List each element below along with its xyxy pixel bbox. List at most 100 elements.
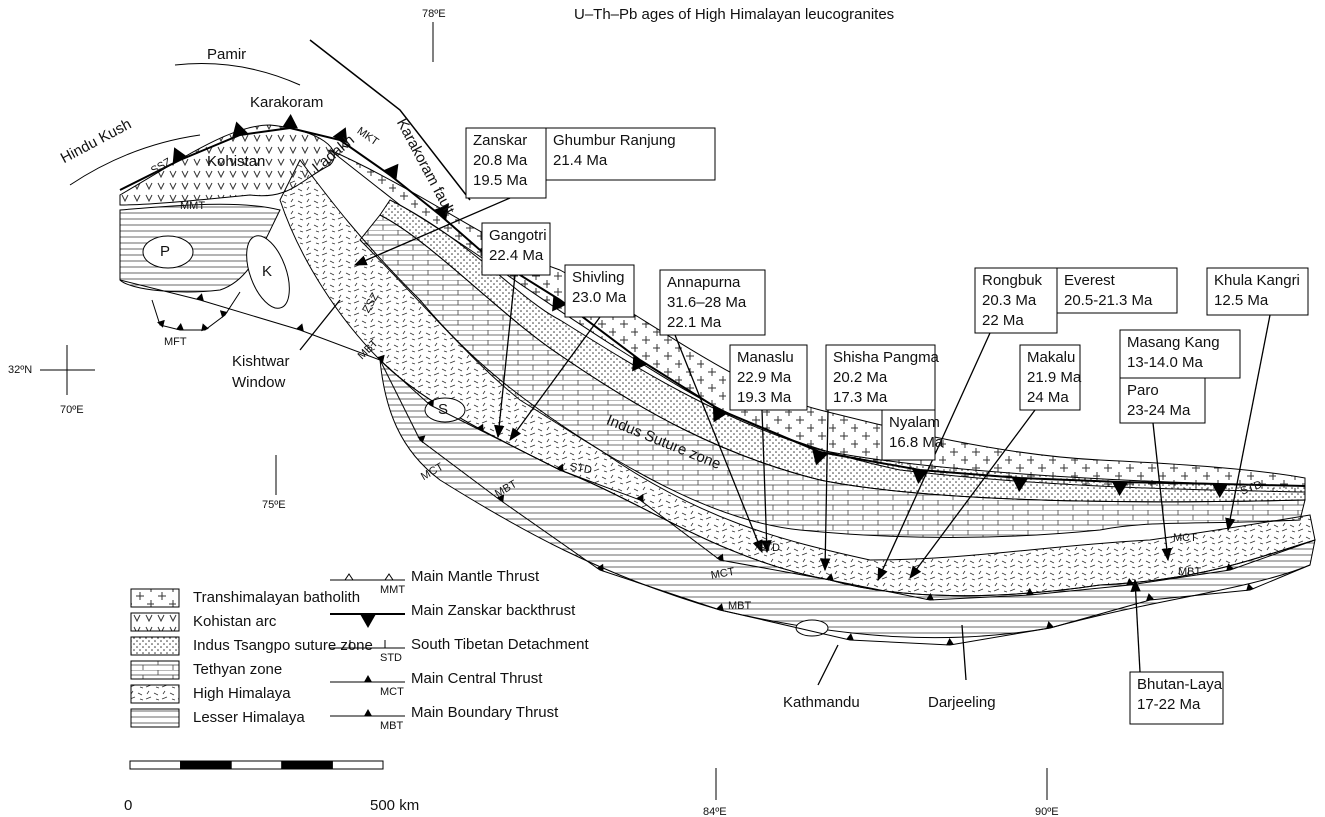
map-label: Kishtwar [232,353,290,370]
age-box-text: 17-22 Ma [1137,696,1201,713]
age-box-text: Masang Kang [1127,334,1220,351]
arrow [909,409,1036,580]
age-box-text: Gangotri [489,227,547,244]
age-box [881,409,936,461]
map-label: Karakoram [250,94,323,111]
age-box-text: 22.9 Ma [737,369,792,386]
legend-abbr: STD [380,652,402,664]
age-box-text: 24 Ma [1027,389,1069,406]
age-box-text: 13-14.0 Ma [1127,354,1204,371]
map-label: MMT [180,200,205,212]
map-label: STD [758,542,780,554]
map-label: K [262,263,272,280]
age-box-text: Bhutan-Laya [1137,676,1223,693]
age-box-text: Shivling [572,269,625,286]
scale-label: 500 km [370,797,419,814]
map-label: P [160,243,170,260]
arrow [1225,314,1271,532]
age-box-text: 19.5 Ma [473,172,528,189]
legend-symbol [349,640,386,648]
map-label: MCT [1173,532,1197,544]
map-label: Hindu Kush [58,116,134,167]
age-box-text: 19.3 Ma [737,389,792,406]
mbt [119,279,1311,646]
legend: Transhimalayan batholith Kohistan arc Indu… [130,568,589,732]
age-box-text: Makalu [1027,349,1075,366]
age-box-text: 12.5 Ma [1214,292,1269,309]
map-label: MCT [710,566,736,582]
pamir-arc [174,63,301,86]
legend-swatch [130,684,180,704]
age-box [481,222,551,276]
arrow [494,274,516,439]
age-box-text: Khula Kangri [1214,272,1300,289]
map-label: Pamir [207,46,246,63]
map-label: Kohistan [207,153,265,170]
coordinate-label: 84ºE [703,806,727,817]
age-box-text: 20.5-21.3 Ma [1064,292,1153,309]
age-box [974,267,1058,334]
coordinate-label: 70ºE [60,404,84,416]
age-box [1129,671,1224,725]
age-box [564,264,635,318]
legend-label: Main Mantle Thrust [411,568,540,585]
legend-swatch [130,708,180,728]
age-box-text: 17.3 Ma [833,389,888,406]
map-label: Kathmandu [783,694,860,711]
legend-label: Transhimalayan batholith [193,589,360,606]
age-box [465,127,547,199]
map-label: Darjeeling [928,694,996,711]
legend-label: Kohistan arc [193,613,277,630]
age-box-text: 22 Ma [982,312,1024,329]
arrow [820,409,831,572]
karakoram-fault [309,39,471,201]
legend-label: Indus Tsangpo suture zone [193,637,373,654]
title: U–Th–Pb ages of High Himalayan leucogran… [574,6,894,23]
legend-label: Main Zanskar backthrust [411,602,576,619]
age-box-text: Manaslu [737,349,794,366]
arrow [761,409,772,554]
legend-abbr: MCT [380,686,404,698]
age-box-text: 20.3 Ma [982,292,1037,309]
age-box [729,344,808,411]
age-box-text: 16.8 Ma [889,434,944,451]
legend-label: South Tibetan Detachment [411,636,589,653]
scale-segment [281,760,333,770]
legend-abbr: MBT [380,720,404,732]
age-box-text: 31.6–28 Ma [667,294,747,311]
map-label: MKT [355,125,381,148]
age-box [659,269,766,336]
pointer [299,299,967,686]
map-label: Window [232,374,286,391]
legend-abbr: MMT [380,584,405,596]
hindu-kush-arc [69,134,201,186]
legend-label: Lesser Himalaya [193,709,305,726]
scale-segment [331,760,384,770]
age-box [545,127,716,181]
age-box-text: Nyalam [889,414,940,431]
age-box-text: Paro [1127,382,1159,399]
legend-label: Main Boundary Thrust [411,704,559,721]
age-box [825,344,936,411]
legend-label: Tethyan zone [193,661,282,678]
age-box-text: 20.2 Ma [833,369,888,386]
age-box-text: 20.8 Ma [473,152,528,169]
coord-ticks [40,22,1048,800]
map-label: STD [569,461,593,477]
age-box-text: 23-24 Ma [1127,402,1191,419]
scale-segment [180,760,232,770]
age-box-text: 23.0 Ma [572,289,627,306]
legend-swatch [130,636,180,656]
age-box [1206,267,1309,316]
age-box-text: 22.4 Ma [489,247,544,264]
scale-bar: 0 500 km [124,760,419,814]
mft [151,291,241,332]
age-box-text: 21.9 Ma [1027,369,1082,386]
coordinate-label: 78ºE [422,8,446,20]
legend-symbol [344,573,394,581]
age-box-text: Ghumbur Ranjung [553,132,676,149]
window-p [142,235,194,269]
scale-label: 0 [124,797,132,814]
geology [40,22,1316,800]
legend-label: Main Central Thrust [411,670,543,687]
